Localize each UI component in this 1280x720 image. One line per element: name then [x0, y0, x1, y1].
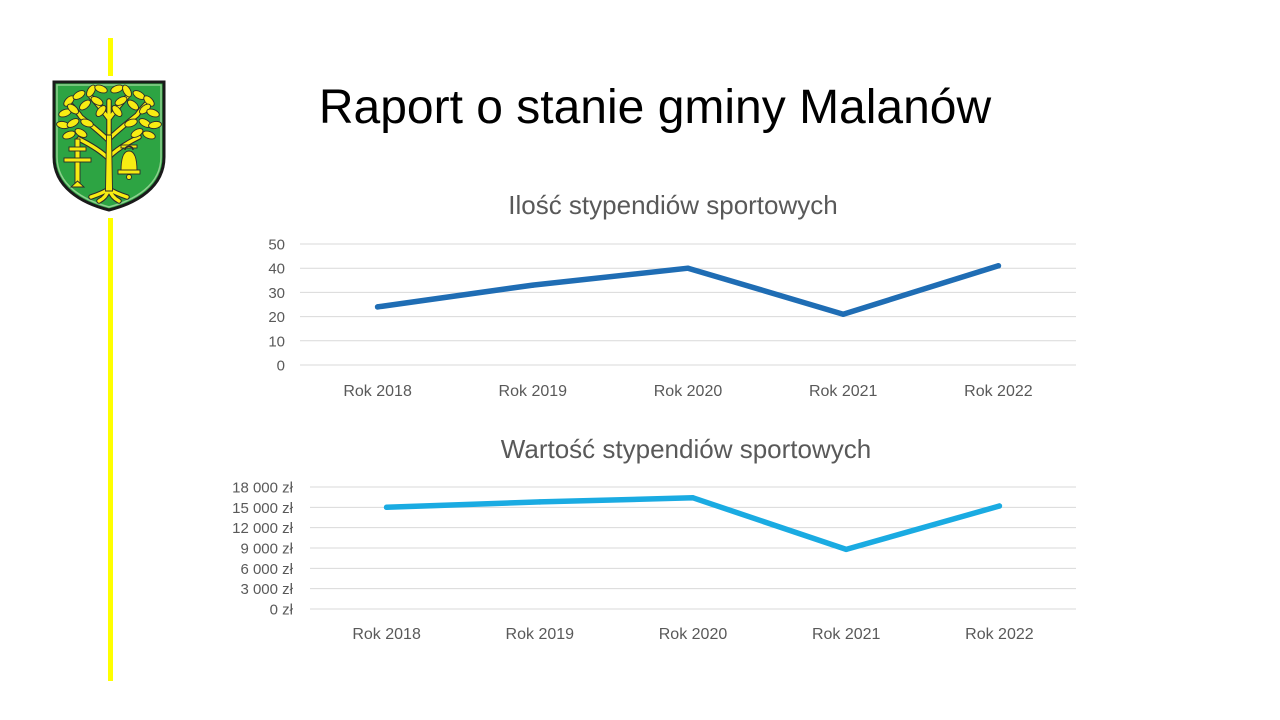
accent-line-bottom [108, 218, 113, 681]
tree-icon [56, 84, 162, 204]
y-tick-label: 30 [268, 285, 285, 302]
y-tick-label: 6 000 zł [240, 561, 293, 578]
x-tick-label: Rok 2018 [343, 383, 412, 400]
chart-scholarship-count: Ilość stypendiów sportowych 0 10 20 30 40 50 R… [230, 180, 1100, 420]
patriarchal-cross-icon [63, 138, 92, 188]
y-tick-label: 9 000 zł [240, 541, 293, 558]
x-tick-label: Rok 2021 [809, 383, 878, 400]
chart-svg: Wartość stypendiów sportowych 0 zł 3 000 … [232, 434, 1076, 643]
y-tick-label: 50 [268, 237, 285, 254]
x-tick-label: Rok 2020 [654, 383, 723, 400]
chart-scholarship-value: Wartość stypendiów sportowych 0 zł 3 000 … [180, 425, 1100, 665]
data-point [690, 495, 696, 501]
chart-title: Wartość stypendiów sportowych [501, 434, 871, 464]
y-tick-label: 3 000 zł [240, 581, 293, 598]
x-tick-label: Rok 2021 [812, 626, 881, 643]
y-tick-label: 10 [268, 333, 285, 350]
y-tick-label: 15 000 zł [232, 500, 294, 517]
data-point [843, 546, 849, 553]
x-tick-label: Rok 2022 [965, 626, 1034, 643]
chart-title: Ilość stypendiów sportowych [508, 190, 837, 220]
logo [51, 79, 167, 213]
coat-of-arms-icon [52, 80, 166, 212]
series-line [374, 263, 1002, 317]
accent-line-top [108, 38, 113, 76]
x-tick-label: Rok 2020 [659, 626, 728, 643]
x-tick-label: Rok 2019 [506, 626, 575, 643]
page-title: Raport o stanie gminy Malanów [318, 81, 992, 134]
data-point [383, 504, 390, 511]
data-point [537, 499, 543, 505]
y-tick-label: 18 000 zł [232, 480, 294, 497]
x-tick-label: Rok 2018 [352, 626, 421, 643]
y-tick-label: 20 [268, 309, 285, 326]
data-point [995, 263, 1002, 269]
y-tick-label: 0 zł [270, 602, 294, 619]
y-tick-label: 40 [268, 261, 285, 278]
chart-svg: Ilość stypendiów sportowych 0 10 20 30 40 50 R… [268, 190, 1076, 400]
bell-icon [117, 144, 141, 180]
data-point [530, 282, 536, 288]
data-point [996, 503, 1003, 509]
data-point [840, 311, 846, 317]
data-point [374, 304, 381, 310]
y-tick-label: 12 000 zł [232, 520, 294, 537]
data-point [685, 265, 691, 271]
x-tick-label: Rok 2022 [964, 383, 1033, 400]
y-tick-label: 0 [277, 358, 285, 375]
series-line [383, 495, 1003, 553]
x-tick-label: Rok 2019 [499, 383, 568, 400]
